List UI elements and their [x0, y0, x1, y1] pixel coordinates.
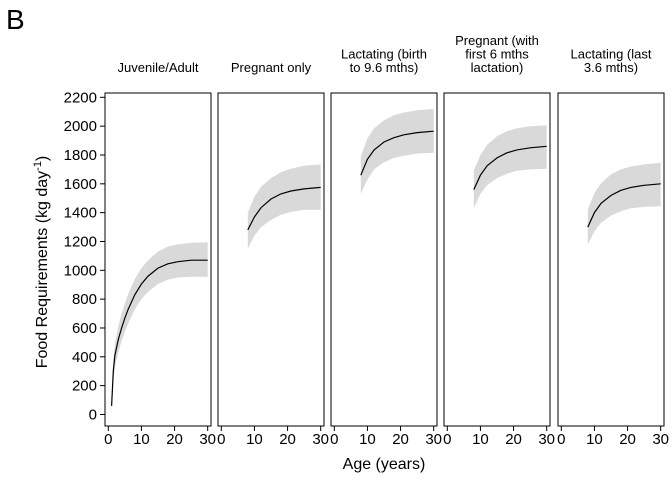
x-tick-label: 20 [166, 431, 183, 448]
x-tick-label: 20 [392, 431, 409, 448]
y-tick-label: 1000 [64, 262, 97, 279]
x-tick-label: 30 [425, 431, 442, 448]
y-tick-label: 1800 [64, 147, 97, 164]
panel-title-line: Pregnant only [231, 60, 312, 75]
y-tick-label: 400 [72, 349, 97, 366]
panel-title-line: 3.6 mths) [584, 60, 638, 75]
x-tick-label: 0 [443, 431, 451, 448]
x-tick-label: 30 [312, 431, 329, 448]
x-tick-label: 20 [619, 431, 636, 448]
y-tick-label: 1400 [64, 205, 97, 222]
x-tick-label: 20 [505, 431, 522, 448]
x-tick-label: 10 [133, 431, 150, 448]
confidence-band [473, 125, 547, 209]
y-tick-label: 2200 [64, 89, 97, 106]
x-axis-label: Age (years) [343, 456, 426, 473]
y-tick-label: 0 [89, 406, 97, 423]
panel-title-line: Lactating (birth [341, 47, 427, 62]
x-tick-label: 10 [359, 431, 376, 448]
series-mean-line [360, 130, 434, 176]
figure-panel-letter: B [6, 4, 25, 35]
y-tick-label: 600 [72, 320, 97, 337]
x-tick-label: 0 [330, 431, 338, 448]
x-tick-label: 30 [652, 431, 669, 448]
panel-title-line: Lactating (last [571, 47, 652, 62]
x-tick-label: 0 [104, 431, 112, 448]
y-tick-label: 800 [72, 291, 97, 308]
x-tick-label: 10 [472, 431, 489, 448]
confidence-band [247, 164, 321, 249]
x-tick-label: 10 [586, 431, 603, 448]
y-tick-label: 200 [72, 378, 97, 395]
x-tick-label: 0 [217, 431, 225, 448]
y-axis-label: Food Requirements (kg day-1) [32, 156, 51, 369]
panel-frame [217, 92, 325, 427]
panel-title-line: Pregnant (with [455, 33, 539, 48]
x-tick-label: 30 [199, 431, 216, 448]
confidence-band [360, 108, 434, 194]
panel-title-line: Juvenile/Adult [118, 60, 199, 75]
panel-title-line: lactation) [471, 60, 524, 75]
panel-frame [557, 92, 665, 427]
panel-title-line: to 9.6 mths) [350, 60, 419, 75]
panel-frame [104, 92, 212, 427]
series-mean-line [247, 186, 321, 231]
panel-frame [330, 92, 438, 427]
x-tick-label: 20 [279, 431, 296, 448]
series-mean-line [587, 183, 661, 228]
panel-title-line: first 6 mths [465, 47, 529, 62]
panel-frame [443, 92, 551, 427]
confidence-band [111, 242, 208, 415]
y-tick-label: 1600 [64, 176, 97, 193]
series-mean-line [111, 259, 208, 406]
confidence-band [587, 162, 661, 245]
x-tick-label: 10 [246, 431, 263, 448]
y-tick-label: 2000 [64, 118, 97, 135]
y-tick-label: 1200 [64, 233, 97, 250]
series-mean-line [473, 145, 547, 190]
x-tick-label: 0 [557, 431, 565, 448]
x-tick-label: 30 [538, 431, 555, 448]
